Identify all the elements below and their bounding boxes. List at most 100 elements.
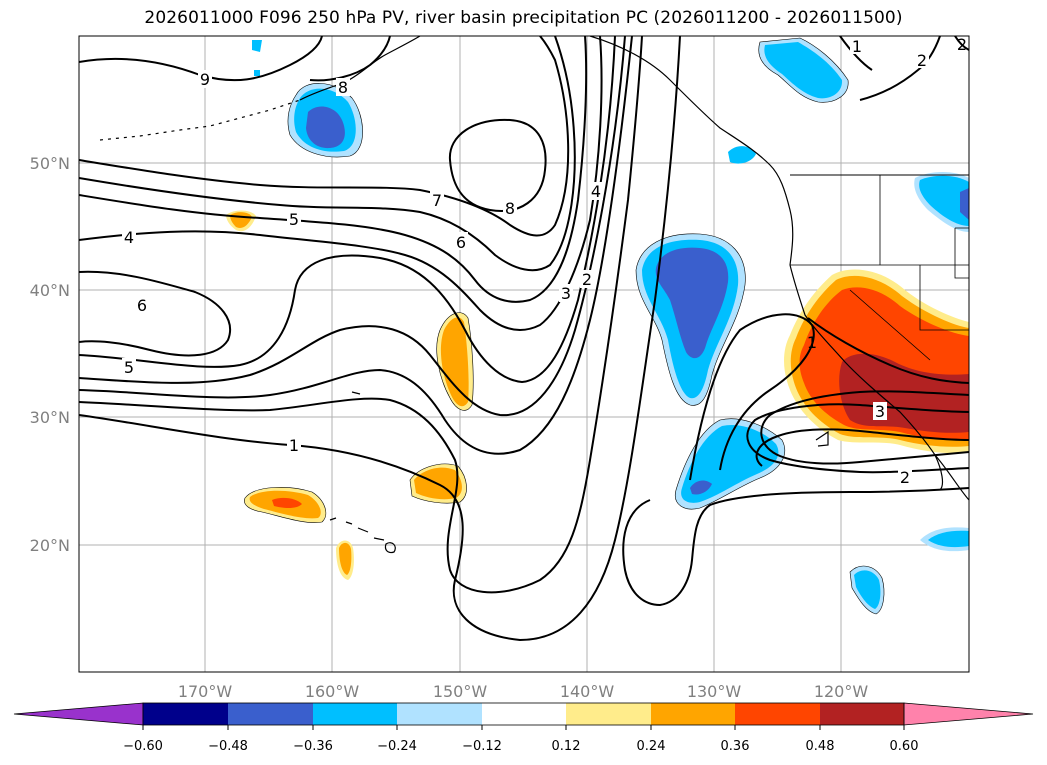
pv-contour-5-north [79, 36, 588, 303]
colorbar-bin-5 [482, 703, 566, 725]
figure-title: 2026011000 F096 250 hPa PV, river basin … [144, 8, 903, 28]
colorbar-tick-label: 0.36 [721, 739, 750, 754]
colorbar-bin-3 [313, 703, 397, 725]
colorbar-ticks [142, 725, 905, 730]
lon-label-130w: 130°W [687, 682, 742, 701]
pv-contour-7 [79, 36, 570, 237]
state-borders [790, 175, 969, 361]
lon-label-140w: 140°W [560, 682, 615, 701]
contour-label-2-ne: 2 [917, 51, 927, 70]
precip-negative-montana-core [960, 188, 969, 220]
contour-label-1-bc: 1 [852, 37, 862, 56]
pv-contour-1-loop [689, 313, 815, 481]
small-island-2 [815, 430, 829, 447]
contour-label-7: 7 [432, 191, 442, 210]
longitude-labels: 170°W 160°W 150°W 140°W 130°W 120°W [178, 682, 869, 701]
pv-contour-9 [79, 36, 323, 82]
lon-label-120w: 120°W [814, 682, 869, 701]
precip-negative-gulf-alaska-core [306, 106, 345, 149]
map-frame [78, 35, 970, 673]
contour-label-6-north: 6 [456, 233, 466, 252]
contour-label-3: 3 [561, 284, 571, 303]
colorbar: −0.60 −0.48 −0.36 −0.24 −0.12 0.12 0.24 … [13, 702, 1034, 754]
latitude-labels: 50°N 40°N 30°N 20°N [30, 154, 70, 555]
pv-contour-1-california [807, 317, 969, 384]
colorbar-tick-label: −0.60 [123, 739, 163, 754]
us-west-coast [789, 264, 944, 491]
precip-negative-offshore-core [655, 247, 729, 359]
contour-label-group: 9 8 7 8 5 6 4 6 5 4 3 [122, 35, 967, 487]
precip-negative-vancouver [728, 146, 756, 164]
colorbar-tick-label: −0.36 [293, 739, 333, 754]
colorbar-extend-low [13, 702, 144, 726]
pv-contour-8-closed [448, 118, 547, 212]
small-island-1 [351, 391, 361, 395]
colorbar-tick-label: −0.48 [208, 739, 248, 754]
precip-negative-subtropical-core [690, 480, 712, 495]
pv-contour-2-main [79, 36, 643, 594]
colorbar-bin-1 [143, 703, 228, 725]
bc-coast [589, 36, 794, 266]
pv-contour-2-east [755, 428, 969, 467]
lon-label-150w: 150°W [433, 682, 488, 701]
lon-label-160w: 160°W [305, 682, 360, 701]
contour-label-2-south: 2 [900, 468, 910, 487]
colorbar-extend-high [903, 702, 1034, 726]
contour-label-1-main: 1 [289, 436, 299, 455]
pv-contour-3 [79, 36, 633, 455]
hawaii-islands [329, 517, 396, 554]
precip-negative-south-1-inner [854, 570, 881, 609]
colorbar-bin-6 [566, 703, 651, 725]
precip-negative-bc-coast-inner [764, 42, 843, 99]
contour-label-3-ne: 2 [957, 35, 967, 54]
precip-positive-32n-inner [440, 317, 469, 407]
precip-negative-small-2 [254, 70, 260, 76]
contour-label-9: 9 [200, 70, 210, 89]
lat-label-30n: 30°N [30, 408, 70, 427]
pv-contour-1-south [622, 487, 969, 607]
precip-positive-california-dark [839, 353, 969, 433]
precip-positive-hawaii-s-inner [339, 542, 352, 575]
contour-label-1-california: 1 [807, 333, 817, 352]
precip-positive-165w-core [272, 497, 302, 508]
pv-contour-3-south [760, 390, 969, 465]
contour-label-3-south: 3 [875, 402, 885, 421]
colorbar-bin-9 [820, 703, 904, 725]
precip-negative-south-2-inner [928, 530, 969, 548]
colorbar-bin-4 [397, 703, 482, 725]
lat-label-50n: 50°N [30, 154, 70, 173]
colorbar-tick-label: 0.12 [552, 739, 581, 754]
pv-contour-3-ne [954, 36, 969, 51]
lat-label-20n: 20°N [30, 536, 70, 555]
colorbar-tick-label: 0.60 [890, 739, 919, 754]
aleutian-islands [99, 99, 301, 141]
colorbar-tick-label: 0.48 [806, 739, 835, 754]
colorbar-tick-label: −0.12 [462, 739, 502, 754]
pv-contour-8-west [309, 36, 391, 82]
colorbar-bin-2 [228, 703, 313, 725]
colorbar-tick-label: 0.24 [637, 739, 666, 754]
colorbar-frame [142, 702, 905, 726]
contour-label-2-main: 2 [582, 270, 592, 289]
pv-contour-6-west [79, 270, 231, 357]
colorbar-bin-7 [651, 703, 735, 725]
lat-label-40n: 40°N [30, 281, 70, 300]
pv-contour-2-ne [859, 36, 941, 101]
colorbar-tick-label: −0.24 [377, 739, 417, 754]
map-panel: 9 8 7 8 5 6 4 6 5 4 3 [78, 35, 970, 673]
baja-california [934, 454, 969, 501]
shading-outlines [244, 37, 885, 615]
lon-label-170w: 170°W [178, 682, 233, 701]
colorbar-bin-8 [735, 703, 820, 725]
pv-contour-1-bc [839, 36, 873, 71]
pv-contour-4-north [79, 36, 603, 331]
pv-contour-6-north [79, 36, 576, 272]
contour-label-8-west: 8 [338, 78, 348, 97]
contour-label-8-closed: 8 [505, 199, 515, 218]
contour-label-4-west: 4 [124, 228, 134, 247]
contour-label-6-west: 6 [137, 296, 147, 315]
contour-label-5-west: 5 [124, 358, 134, 377]
precip-negative-montana-inner [919, 175, 969, 226]
contour-label-5-north: 5 [289, 210, 299, 229]
